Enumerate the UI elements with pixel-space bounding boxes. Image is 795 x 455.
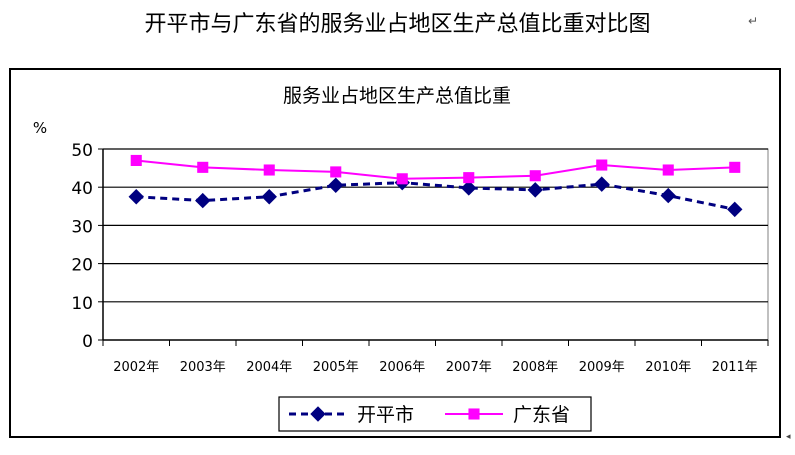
series-2-point <box>396 173 408 185</box>
legend-marker-1 <box>310 406 326 422</box>
corner-mark: ◂ <box>786 432 791 442</box>
series-line-2 <box>136 159 735 180</box>
series-line-1 <box>136 181 736 211</box>
x-tick-label: 2004年 <box>246 360 292 375</box>
series-1-point <box>660 187 676 204</box>
y-tick-label: 50 <box>71 141 93 161</box>
y-tick-label: 20 <box>71 256 93 276</box>
y-tick-label: 10 <box>71 294 93 314</box>
series-1-point <box>328 177 344 193</box>
y-tick-label: 30 <box>71 217 93 237</box>
series-1-point <box>261 189 277 205</box>
x-tick-label: 2011年 <box>712 360 758 375</box>
chart-title: 服务业占地区生产总值比重 <box>283 85 511 107</box>
series-2-point <box>596 159 608 171</box>
series-2-point <box>330 166 342 178</box>
series-1-point <box>195 192 211 209</box>
x-tick-label: 2007年 <box>446 360 492 375</box>
legend-marker-2 <box>468 408 480 420</box>
series-2-point <box>263 164 275 176</box>
x-tick-label: 2005年 <box>313 360 359 375</box>
series-1-point <box>461 180 477 196</box>
x-tick-label: 2010年 <box>645 360 691 375</box>
plot-area <box>102 148 769 341</box>
paragraph-return-mark: ↵ <box>748 14 759 28</box>
y-axis-label: % <box>33 119 47 137</box>
x-tick-label: 2003年 <box>180 360 226 375</box>
y-tick-label: 40 <box>71 179 93 199</box>
series-2-point <box>197 161 209 173</box>
x-tick-label: 2008年 <box>512 360 558 375</box>
series-1-point <box>128 189 144 205</box>
x-tick-label: 2002年 <box>113 360 159 375</box>
x-tick-label: 2009年 <box>579 360 625 375</box>
series-2-point <box>463 172 475 184</box>
series-2-point <box>729 161 741 173</box>
series-2-point <box>529 170 541 182</box>
series-2-point <box>662 164 674 176</box>
legend-label-2: 广东省 <box>513 404 570 426</box>
series-1-point <box>594 176 610 192</box>
series-1-point <box>527 182 543 198</box>
x-tick-label: 2006年 <box>379 360 425 375</box>
document-title: 开平市与广东省的服务业占地区生产总值比重对比图 <box>144 12 651 37</box>
legend-label-1: 开平市 <box>357 404 414 426</box>
series-1-point <box>727 201 743 218</box>
y-tick-label: 0 <box>82 332 93 352</box>
series-2-point <box>130 154 142 166</box>
